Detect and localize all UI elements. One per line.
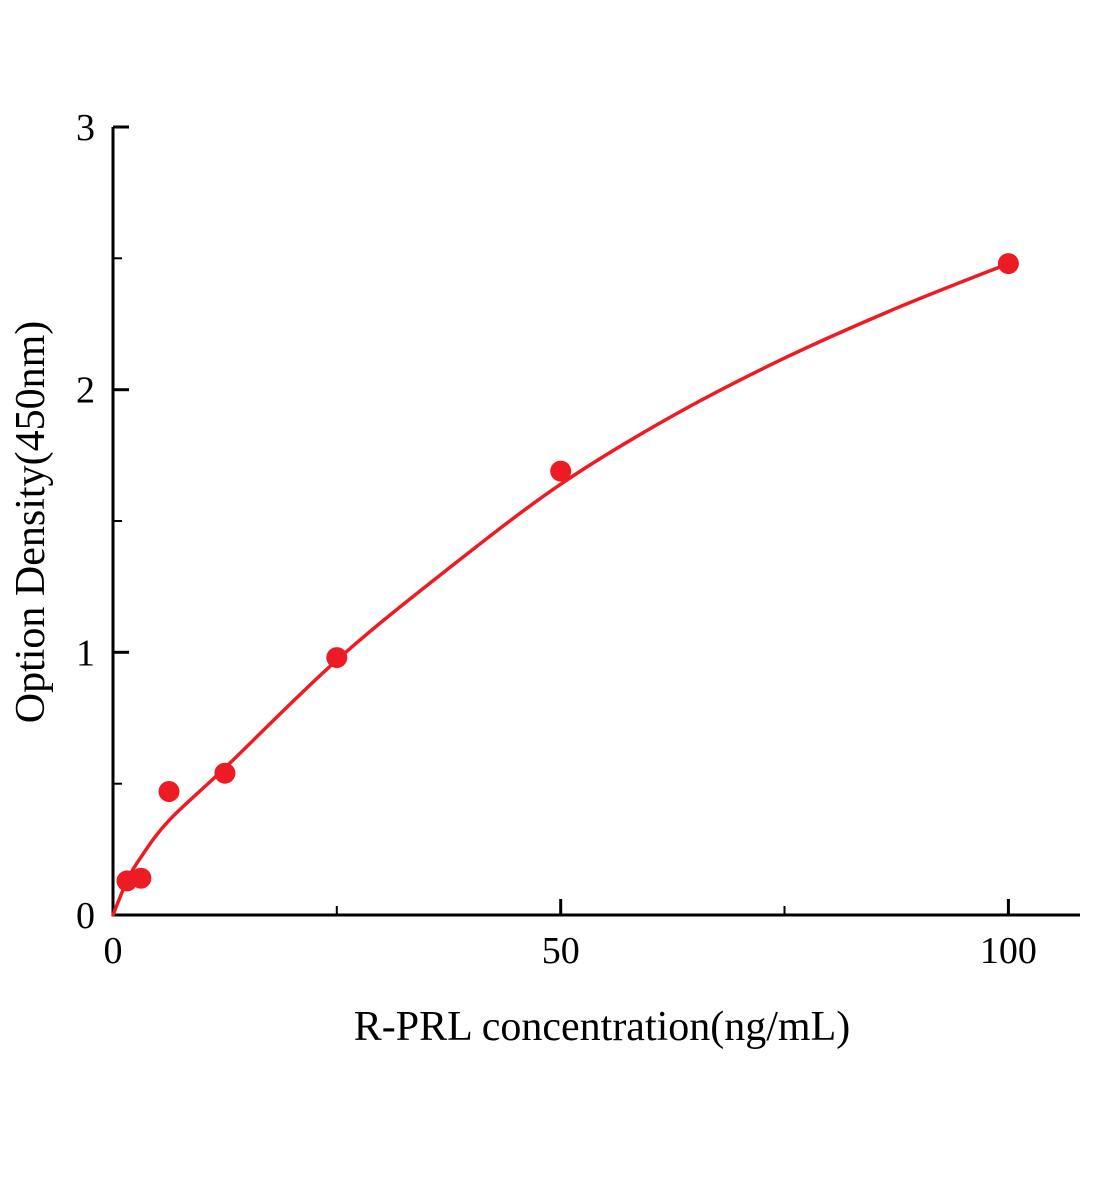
y-tick-label: 3: [76, 107, 95, 149]
fit-curve: [111, 261, 1011, 917]
data-point: [326, 647, 348, 669]
x-axis-title: R-PRL concentration(ng/mL): [354, 1004, 851, 1050]
x-tick-label: 0: [104, 930, 123, 972]
y-tick-label: 2: [76, 370, 95, 412]
y-tick-label: 0: [76, 895, 95, 937]
x-tick-label: 100: [980, 930, 1037, 972]
x-tick-label: 50: [542, 930, 580, 972]
data-point: [997, 253, 1019, 275]
data-point: [214, 762, 236, 784]
data-point: [158, 781, 180, 802]
y-tick-label: 1: [76, 632, 95, 674]
data-point: [550, 460, 572, 482]
plot-area: 0 50 100 0 1 2 3: [76, 107, 1080, 972]
data-point: [130, 867, 152, 889]
y-axis-title: Option Density(450nm): [8, 321, 54, 723]
